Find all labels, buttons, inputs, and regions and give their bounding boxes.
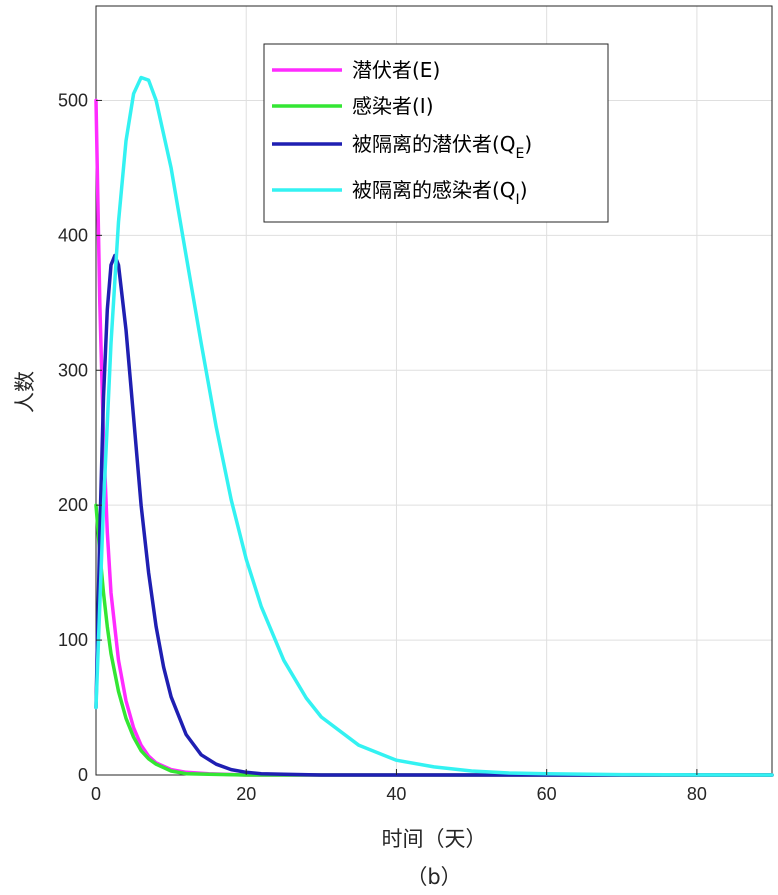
series-line-3 bbox=[94, 253, 774, 777]
x-tick-label: 20 bbox=[236, 784, 256, 804]
x-tick-label: 0 bbox=[91, 784, 101, 804]
y-tick-label: 500 bbox=[58, 90, 88, 110]
series-line-2 bbox=[94, 503, 774, 777]
y-tick-label: 200 bbox=[58, 495, 88, 515]
series-line-4 bbox=[94, 75, 774, 777]
y-tick-label: 400 bbox=[58, 225, 88, 245]
legend: 潜伏者(E) 感染者(I) 被隔离的潜伏者(QE) 被隔离的感染者(QI) bbox=[263, 43, 609, 223]
legend-label: 潜伏者(E) bbox=[352, 58, 440, 82]
tick-labels: 0 20 40 60 80 0 100 200 300 400 500 bbox=[58, 90, 707, 804]
legend-label: 被隔离的潜伏者(QE) bbox=[352, 132, 532, 162]
figure-caption: （b） bbox=[406, 865, 461, 889]
y-axis-label: 人数 bbox=[13, 371, 37, 413]
y-tick-label: 0 bbox=[78, 765, 88, 785]
x-axis-label: 时间（天） bbox=[382, 827, 487, 851]
y-tick-label: 100 bbox=[58, 630, 88, 650]
x-tick-label: 60 bbox=[537, 784, 557, 804]
y-tick-label: 300 bbox=[58, 360, 88, 380]
x-tick-label: 80 bbox=[687, 784, 707, 804]
legend-label: 被隔离的感染者(QI) bbox=[352, 178, 528, 208]
series-group bbox=[94, 75, 774, 777]
x-tick-label: 40 bbox=[386, 784, 406, 804]
legend-label: 感染者(I) bbox=[352, 94, 434, 118]
legend-box bbox=[263, 43, 609, 223]
